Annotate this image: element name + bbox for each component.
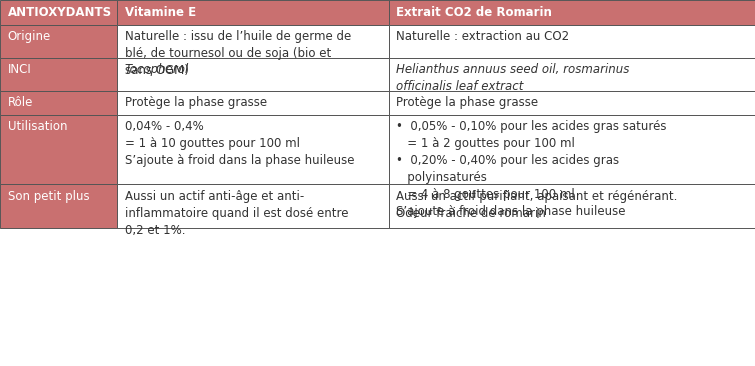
Text: Tocopherol: Tocopherol [125,63,189,76]
Bar [0,58,117,91]
Bar [117,91,389,115]
Bar [389,91,755,115]
Bar [389,0,755,25]
Text: Son petit plus: Son petit plus [8,190,89,203]
Text: Naturelle : extraction au CO2: Naturelle : extraction au CO2 [396,30,569,44]
Bar [0,0,117,25]
Text: Aussi un actif anti-âge et anti-
inflammatoire quand il est dosé entre
0,2 et 1%: Aussi un actif anti-âge et anti- inflamm… [125,190,348,236]
Bar [117,184,389,228]
Bar [117,58,389,91]
Bar [117,115,389,184]
Text: Helianthus annuus seed oil, rosmarinus
officinalis leaf extract: Helianthus annuus seed oil, rosmarinus o… [396,63,630,93]
Text: INCI: INCI [8,63,31,76]
Text: Origine: Origine [8,30,51,44]
Text: 0,04% - 0,4%
= 1 à 10 gouttes pour 100 ml
S’ajoute à froid dans la phase huileus: 0,04% - 0,4% = 1 à 10 gouttes pour 100 m… [125,120,354,167]
Bar [389,184,755,228]
Bar [0,115,117,184]
Text: Protège la phase grasse: Protège la phase grasse [125,96,267,109]
Text: ANTIOXYDANTS: ANTIOXYDANTS [8,6,112,19]
Bar [389,58,755,91]
Bar [389,115,755,184]
Text: Naturelle : issu de l’huile de germe de
blé, de tournesol ou de soja (bio et
san: Naturelle : issu de l’huile de germe de … [125,30,351,77]
Text: Utilisation: Utilisation [8,120,67,133]
Text: Rôle: Rôle [8,96,33,109]
Text: Extrait CO2 de Romarin: Extrait CO2 de Romarin [396,6,552,19]
Bar [0,91,117,115]
Bar [0,25,117,58]
Bar [389,25,755,58]
Text: Vitamine E: Vitamine E [125,6,196,19]
Bar [117,0,389,25]
Text: Protège la phase grasse: Protège la phase grasse [396,96,538,109]
Bar [0,184,117,228]
Text: Aussi un actif purifiant, apaisant et régénérant.
Odeur fraiche de romarin: Aussi un actif purifiant, apaisant et ré… [396,190,678,220]
Bar [117,25,389,58]
Text: •  0,05% - 0,10% pour les acides gras saturés
   = 1 à 2 gouttes pour 100 ml
•  : • 0,05% - 0,10% pour les acides gras sat… [396,120,667,218]
